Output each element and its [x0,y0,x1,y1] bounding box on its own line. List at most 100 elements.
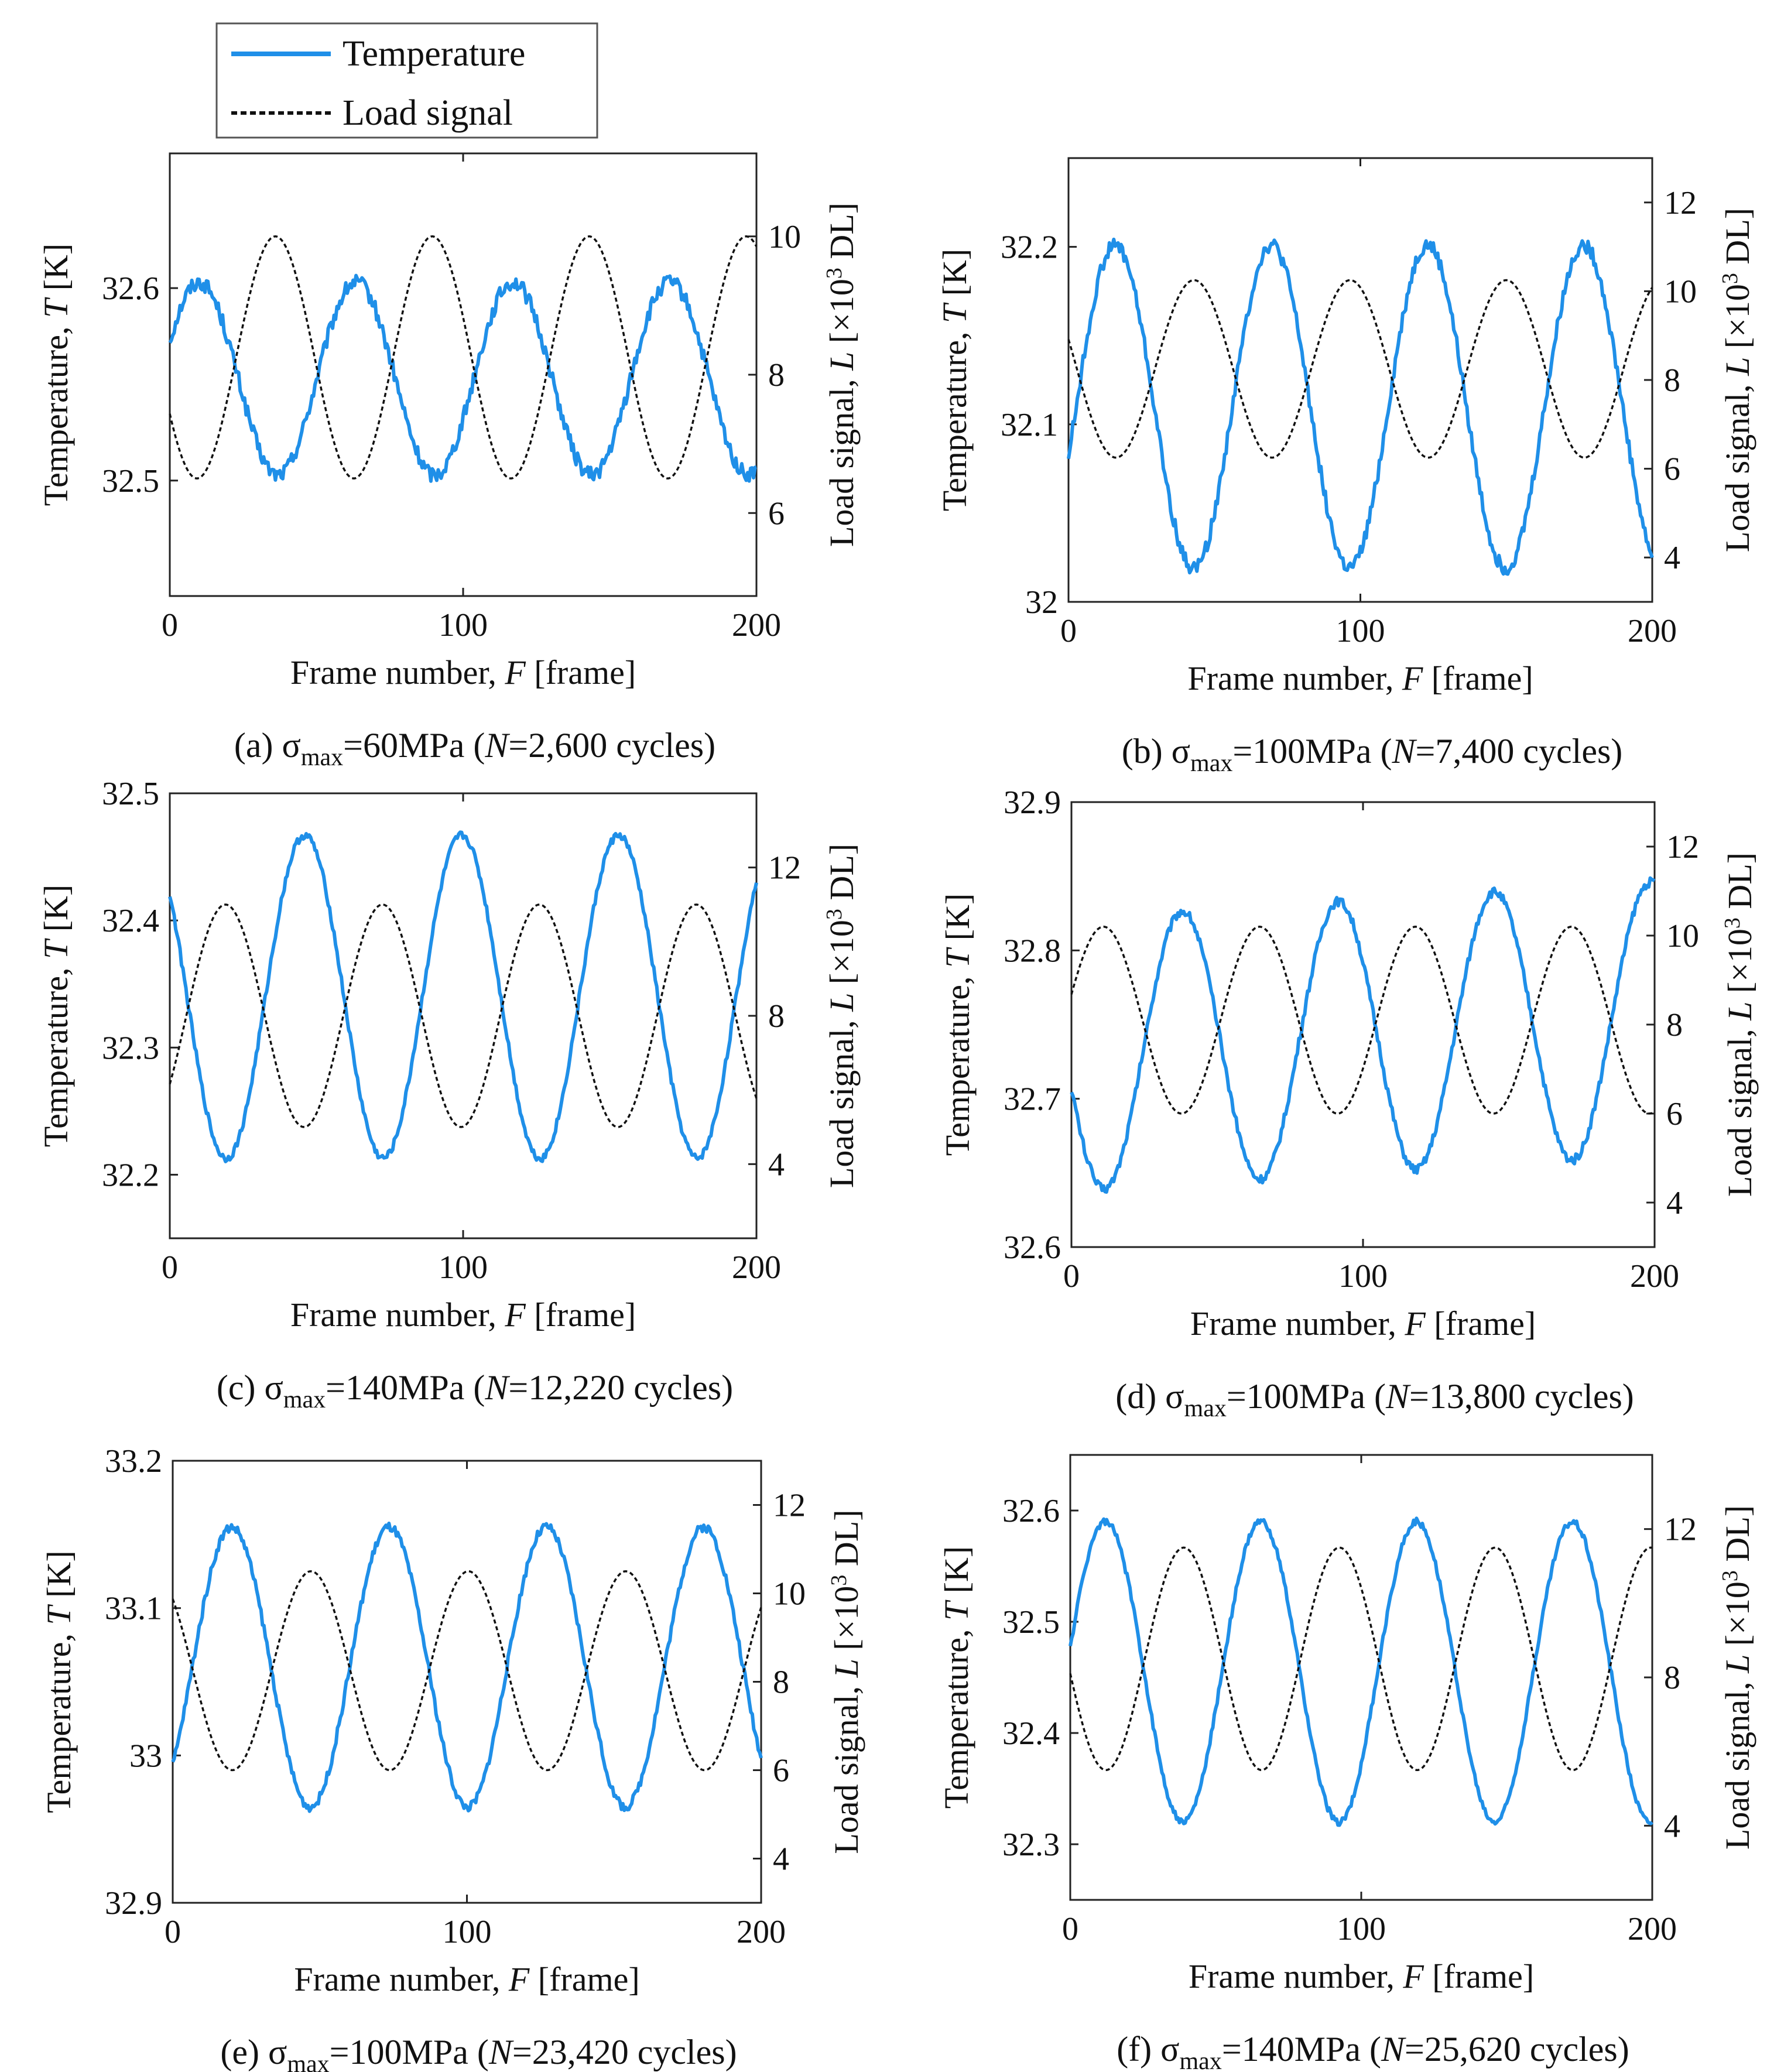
y2-axis-label: Load signal, L [×103 DL] [1718,1505,1756,1850]
y2-axis-label-text: Load signal, [1721,1020,1759,1197]
y2-tick-label: 6 [1664,451,1680,488]
y2-tick-label: 12 [1666,829,1699,865]
load-signal-line [172,1570,762,1772]
x-tick-label: 200 [732,607,781,643]
x-axis-label-text: Frame number, [1187,659,1402,697]
y2-tick-label: 12 [768,850,801,886]
caption-n-var: N [484,1368,510,1407]
x-axis-label-unit: [frame] [1424,1957,1534,1995]
y-axis-label-var: T [939,947,977,968]
caption-prefix: (a) σ [234,726,301,765]
x-tick-label: 100 [439,607,488,643]
legend-box [215,22,598,139]
caption-n-var: N [484,726,510,765]
chart-panel-d: 0 100 200 32.6 32.7 32.8 32.9 4 6 8 10 12 Frame numb… [939,785,1759,1422]
x-axis-label-unit: [frame] [1426,1304,1536,1342]
y2-axis-label-exp: 3 [1720,917,1745,929]
y-tick-label: 32.6 [102,270,159,307]
y2-axis-label-unit: [×10 [823,920,861,993]
x-tick-label: 100 [439,1249,488,1286]
temperature-line [1067,237,1654,576]
y-axis-label-unit: [K] [937,1546,975,1602]
y2-tick-label: 4 [773,1841,789,1878]
caption-prefix: (f) σ [1117,2030,1179,2068]
chart-panel-f: 0 100 200 32.3 32.4 32.5 32.6 4 8 12 Frame number,… [937,1454,1756,2072]
plot-frame [169,152,758,597]
y-axis-label-text: Temperature, [937,1621,975,1809]
x-tick-label: 200 [737,1914,786,1950]
panel-caption: (f) σmax=140MPa (N=25,620 cycles) [1117,2030,1629,2072]
y-axis-label-unit: [K] [37,885,75,940]
y2-axis-label-text: Load signal, [823,371,861,547]
legend-load-label: Load signal [343,93,513,133]
y2-axis-label-var: L [1718,1655,1756,1674]
y2-tick-label: 10 [768,219,801,255]
y2-tick-label: 8 [1666,1007,1683,1043]
y2-axis-label-unit: [×10 [1721,929,1759,1002]
y2-tick-label: 8 [773,1665,789,1701]
y2-tick-label: 12 [1664,1512,1697,1548]
y-axis-label-unit: [K] [40,1550,78,1606]
y2-axis-label-exp: 3 [1718,273,1742,284]
x-tick-label: 200 [1630,1258,1679,1294]
y-axis-label: Temperature, T [K] [37,885,75,1148]
y-axis-label: Temperature, T [K] [937,1546,975,1809]
caption-n-var: N [1392,732,1417,770]
y2-axis-label: Load signal, L [×103 DL] [1720,852,1759,1197]
panel-caption: (a) σmax=60MPa (N=2,600 cycles) [234,726,715,771]
chart-panel-e: 0 100 200 32.9 33 33.1 33.2 4 6 8 10 12 Frame number… [40,1443,865,2072]
x-tick-label: 200 [1628,1911,1677,1947]
temperature-line [1069,1516,1653,1827]
caption-subscript: max [1184,1395,1227,1422]
y-axis-label-unit: [K] [936,249,974,304]
load-signal-line [1069,1546,1653,1772]
caption-subscript: max [301,744,343,771]
y-tick-label: 32.7 [1004,1081,1061,1118]
plot-frame [1069,1454,1653,1901]
x-tick-label: 100 [1337,1911,1386,1947]
y2-axis-label-unit: [×10 [1718,284,1756,357]
y2-tick-label: 4 [1666,1185,1683,1221]
x-tick-label: 100 [443,1914,492,1950]
plot-frame [169,792,758,1239]
y2-axis-label-text: Load signal, [1718,1673,1756,1850]
caption-n-var: N [1385,1377,1411,1416]
caption-subscript: max [1190,750,1232,777]
chart-panels: 0 100 200 32.5 32.6 6 8 10 Frame number, F [fram… [37,152,1759,2072]
load-signal-line [1070,926,1655,1115]
y2-axis-label-end: DL] [823,203,861,268]
y2-tick-label: 8 [768,998,785,1035]
y2-axis-label: Load signal, L [×103 DL] [827,1509,865,1854]
y2-tick-label: 6 [773,1753,789,1789]
caption-subscript: max [1180,2048,1222,2072]
x-axis-label: Frame number, F [frame] [1190,1304,1536,1342]
y2-tick-label: 8 [1664,1660,1680,1696]
y-axis-label-var: T [37,938,75,959]
y-axis-label-var: T [936,302,974,323]
caption-cycles: =7,400 cycles) [1416,732,1623,770]
y-tick-label: 32.5 [102,463,159,499]
y2-axis-label-var: L [1721,1002,1759,1021]
caption-prefix: (b) σ [1122,732,1190,770]
y2-axis-label: Load signal, L [×103 DL] [1718,208,1756,552]
y2-axis-label-var: L [827,1659,865,1678]
load-signal-line [169,235,758,480]
y2-tick-label: 12 [773,1488,806,1524]
temperature-line [168,273,757,483]
temperature-line [168,830,758,1163]
x-axis-label-var: F [504,653,526,691]
caption-stress: =100MPa ( [1227,1377,1386,1416]
y-axis-label-text: Temperature, [939,968,977,1156]
x-tick-label: 0 [162,1249,178,1286]
x-axis-label: Frame number, F [frame] [1187,659,1533,697]
y-axis-label: Temperature, T [K] [40,1550,78,1813]
x-axis-label-unit: [frame] [526,1296,636,1334]
y-axis-label-var: T [37,297,75,318]
x-axis-label-unit: [frame] [526,653,636,691]
caption-n-var: N [488,2033,514,2071]
y2-axis-label-var: L [823,352,861,371]
x-axis-label-text: Frame number, [294,1960,509,1998]
y-tick-label: 32.1 [1001,407,1058,443]
chart-panel-a: 0 100 200 32.5 32.6 6 8 10 Frame number, F [fram… [37,152,861,771]
y2-axis-label-end: DL] [1718,1505,1756,1570]
